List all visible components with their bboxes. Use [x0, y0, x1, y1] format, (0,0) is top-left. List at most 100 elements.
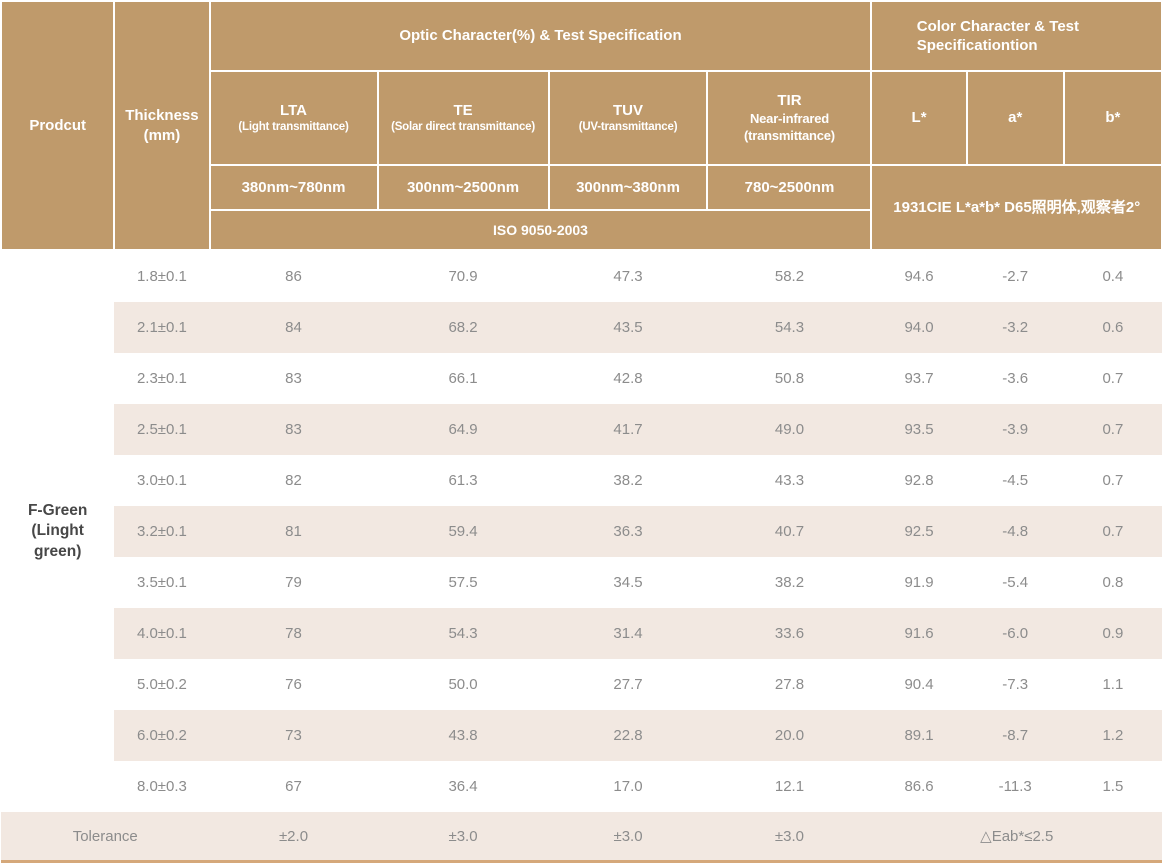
header-col-astar: a* — [965, 70, 1065, 166]
value-cell: 22.8 — [548, 710, 708, 761]
value-cell: 0.8 — [1063, 557, 1162, 608]
header-col-te: TE (Solar direct transmittance) — [376, 70, 550, 166]
value-cell: 0.7 — [1063, 506, 1162, 557]
tolerance-label: Tolerance — [1, 812, 210, 863]
header-col-tuv: TUV (UV-transmittance) — [547, 70, 709, 166]
value-cell: 94.0 — [871, 302, 967, 353]
lta-sub: (Light transmittance) — [238, 121, 349, 134]
value-cell: 92.8 — [871, 455, 967, 506]
value-cell: 38.2 — [548, 455, 708, 506]
iso-standard: ISO 9050-2003 — [208, 209, 873, 251]
thickness-cell: 3.5±0.1 — [114, 557, 210, 608]
tolerance-te: ±3.0 — [377, 812, 549, 863]
thickness-cell: 2.1±0.1 — [114, 302, 210, 353]
table-row: 2.3±0.1 83 66.1 42.8 50.8 93.7 -3.6 0.7 — [1, 353, 1162, 404]
header-col-lstar: L* — [870, 70, 968, 166]
value-cell: 43.5 — [548, 302, 708, 353]
value-cell: 0.6 — [1063, 302, 1162, 353]
thickness-cell: 3.0±0.1 — [114, 455, 210, 506]
value-cell: 93.5 — [871, 404, 967, 455]
value-cell: -6.0 — [966, 608, 1064, 659]
table-row: 2.1±0.1 84 68.2 43.5 54.3 94.0 -3.2 0.6 — [1, 302, 1162, 353]
value-cell: 91.9 — [871, 557, 967, 608]
value-cell: 47.3 — [548, 250, 708, 302]
value-cell: 0.7 — [1063, 353, 1162, 404]
value-cell: 67 — [209, 761, 378, 812]
table-row: 3.5±0.1 79 57.5 34.5 38.2 91.9 -5.4 0.8 — [1, 557, 1162, 608]
value-cell: 83 — [209, 353, 378, 404]
cie-standard: 1931CIE L*a*b* D65照明体,观察者2° — [870, 164, 1163, 251]
value-cell: 68.2 — [377, 302, 549, 353]
value-cell: 33.6 — [707, 608, 872, 659]
tolerance-color: △Eab*≤2.5 — [871, 812, 1162, 863]
value-cell: 70.9 — [377, 250, 549, 302]
value-cell: 50.8 — [707, 353, 872, 404]
header-col-lta: LTA (Light transmittance) — [208, 70, 379, 166]
color-group-label: Color Character & Test Specificationtion — [916, 17, 1079, 55]
header-product: Prodcut — [0, 0, 116, 251]
table-row: 2.5±0.1 83 64.9 41.7 49.0 93.5 -3.9 0.7 — [1, 404, 1162, 455]
value-cell: 31.4 — [548, 608, 708, 659]
tir-sub: Near-infrared (transmittance) — [744, 110, 835, 143]
value-cell: -3.9 — [966, 404, 1064, 455]
value-cell: -2.7 — [966, 250, 1064, 302]
value-cell: 64.9 — [377, 404, 549, 455]
value-cell: 94.6 — [871, 250, 967, 302]
thickness-cell: 2.5±0.1 — [114, 404, 210, 455]
value-cell: 79 — [209, 557, 378, 608]
range-tuv: 300nm~380nm — [547, 164, 709, 211]
tuv-name: TUV — [613, 101, 644, 119]
value-cell: -5.4 — [966, 557, 1064, 608]
tolerance-tuv: ±3.0 — [548, 812, 708, 863]
value-cell: 27.7 — [548, 659, 708, 710]
header-col-bstar: b* — [1062, 70, 1164, 166]
value-cell: 73 — [209, 710, 378, 761]
thickness-cell: 4.0±0.1 — [114, 608, 210, 659]
value-cell: 0.7 — [1063, 404, 1162, 455]
tolerance-lta: ±2.0 — [209, 812, 378, 863]
lta-name: LTA — [280, 101, 307, 119]
value-cell: 66.1 — [377, 353, 549, 404]
value-cell: 50.0 — [377, 659, 549, 710]
value-cell: -3.6 — [966, 353, 1064, 404]
value-cell: -11.3 — [966, 761, 1064, 812]
value-cell: 1.1 — [1063, 659, 1162, 710]
value-cell: 41.7 — [548, 404, 708, 455]
header-color-group: Color Character & Test Specificationtion — [870, 0, 1163, 72]
table-header: Prodcut Thickness (mm) Optic Character(%… — [0, 0, 1164, 251]
value-cell: 84 — [209, 302, 378, 353]
value-cell: 54.3 — [707, 302, 872, 353]
value-cell: 0.9 — [1063, 608, 1162, 659]
thickness-cell: 6.0±0.2 — [114, 710, 210, 761]
value-cell: 78 — [209, 608, 378, 659]
value-cell: 86.6 — [871, 761, 967, 812]
value-cell: 12.1 — [707, 761, 872, 812]
table-row: F-Green (Linght green) 1.8±0.1 86 70.9 47.3 5… — [1, 250, 1162, 812]
value-cell: 54.3 — [377, 608, 549, 659]
value-cell: 43.8 — [377, 710, 549, 761]
tuv-sub: (UV-transmittance) — [578, 121, 678, 134]
table-row: 3.2±0.1 81 59.4 36.3 40.7 92.5 -4.8 0.7 — [1, 506, 1162, 557]
value-cell: -3.2 — [966, 302, 1064, 353]
header-thickness: Thickness (mm) — [113, 0, 211, 251]
value-cell: 38.2 — [707, 557, 872, 608]
thickness-cell: 5.0±0.2 — [114, 659, 210, 710]
optic-group-label: Optic Character(%) & Test Specification — [399, 27, 682, 45]
value-cell: -7.3 — [966, 659, 1064, 710]
value-cell: 86 — [209, 250, 378, 302]
value-cell: 0.7 — [1063, 455, 1162, 506]
value-cell: 83 — [209, 404, 378, 455]
value-cell: -4.5 — [966, 455, 1064, 506]
te-name: TE — [453, 101, 473, 119]
value-cell: 36.3 — [548, 506, 708, 557]
value-cell: 76 — [209, 659, 378, 710]
range-lta: 380nm~780nm — [208, 164, 379, 211]
value-cell: 59.4 — [377, 506, 549, 557]
value-cell: 89.1 — [871, 710, 967, 761]
value-cell: -4.8 — [966, 506, 1064, 557]
value-cell: 43.3 — [707, 455, 872, 506]
table-row: 3.0±0.1 82 61.3 38.2 43.3 92.8 -4.5 0.7 — [1, 455, 1162, 506]
value-cell: 49.0 — [707, 404, 872, 455]
table-body: F-Green (Linght green) 1.8±0.1 86 70.9 47.3 5… — [1, 250, 1162, 812]
